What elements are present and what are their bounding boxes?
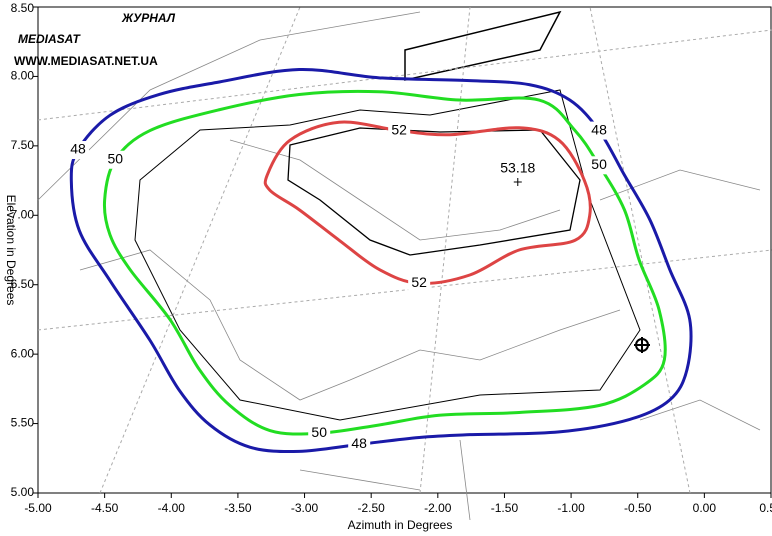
- y-axis-label: Elevation in Degrees: [4, 195, 18, 306]
- map-border: [134, 89, 641, 421]
- x-tick-label: -1.50: [491, 501, 519, 515]
- contour-line: [102, 89, 667, 436]
- contour-label: 48: [591, 121, 607, 137]
- contour-label-bg: [104, 150, 127, 169]
- x-tick-label: -2.00: [424, 501, 452, 515]
- satellite-marker: [634, 337, 650, 353]
- peak-marker: [513, 177, 522, 186]
- x-tick-label: -1.00: [557, 501, 585, 515]
- graticule: [37, 6, 772, 494]
- map-line: [229, 139, 561, 241]
- map-line: [299, 169, 761, 521]
- y-tick-label: 5.50: [11, 416, 35, 430]
- x-tick-label: -5.00: [24, 501, 52, 515]
- contour-label-bg: [408, 274, 431, 293]
- peak-label: 53.18: [500, 160, 535, 176]
- contour-label: 50: [311, 424, 327, 440]
- map-line: [37, 11, 421, 201]
- x-tick-label: -3.50: [224, 501, 252, 515]
- y-tick-label: 7.50: [11, 138, 35, 152]
- x-tick-label: -3.00: [291, 501, 319, 515]
- x-axis-label: Azimuth in Degrees: [348, 518, 453, 532]
- x-tick-label: 0.00: [693, 501, 717, 515]
- contour-label: 52: [411, 274, 427, 290]
- logo-brand: MEDIASAT: [18, 32, 81, 46]
- contour-label-bg: [588, 156, 611, 175]
- contour-line: [69, 67, 693, 454]
- contour-label: 52: [391, 121, 407, 137]
- y-tick-label: 8.50: [11, 1, 35, 15]
- map-border: [287, 127, 581, 256]
- x-tick-label: -4.50: [91, 501, 119, 515]
- y-tick-label: 5.00: [11, 485, 35, 499]
- map-line: [79, 249, 621, 401]
- y-tick-label: 7.00: [11, 207, 35, 221]
- contour-label-bg: [66, 141, 89, 160]
- logo: ЖУРНАЛ MEDIASAT WWW.MEDIASAT.NET.UA: [14, 11, 176, 68]
- map-outlines: [37, 10, 761, 521]
- map-region: [404, 10, 562, 81]
- contour-label: 48: [70, 141, 86, 157]
- contour-label-bg: [308, 424, 331, 443]
- graticule-line: [37, 6, 772, 494]
- x-tick-label: -2.50: [358, 501, 386, 515]
- contour-label-bg: [388, 121, 411, 140]
- contour-label: 48: [351, 435, 367, 451]
- contour-label-bg: [348, 435, 371, 454]
- y-tick-label: 6.00: [11, 346, 35, 360]
- contour-label-bg: [588, 121, 611, 140]
- logo-small: ЖУРНАЛ: [121, 11, 176, 25]
- y-tick-label: 8.00: [11, 69, 35, 83]
- marker-cross: [634, 337, 650, 353]
- contour-label: 50: [591, 156, 607, 172]
- x-tick-label: -0.50: [624, 501, 652, 515]
- x-tick-label: -4.00: [158, 501, 186, 515]
- x-tick-label: 0.50: [759, 501, 772, 515]
- y-tick-label: 6.50: [11, 277, 35, 291]
- contour-label: 50: [108, 150, 124, 166]
- logo-url: WWW.MEDIASAT.NET.UA: [14, 54, 158, 68]
